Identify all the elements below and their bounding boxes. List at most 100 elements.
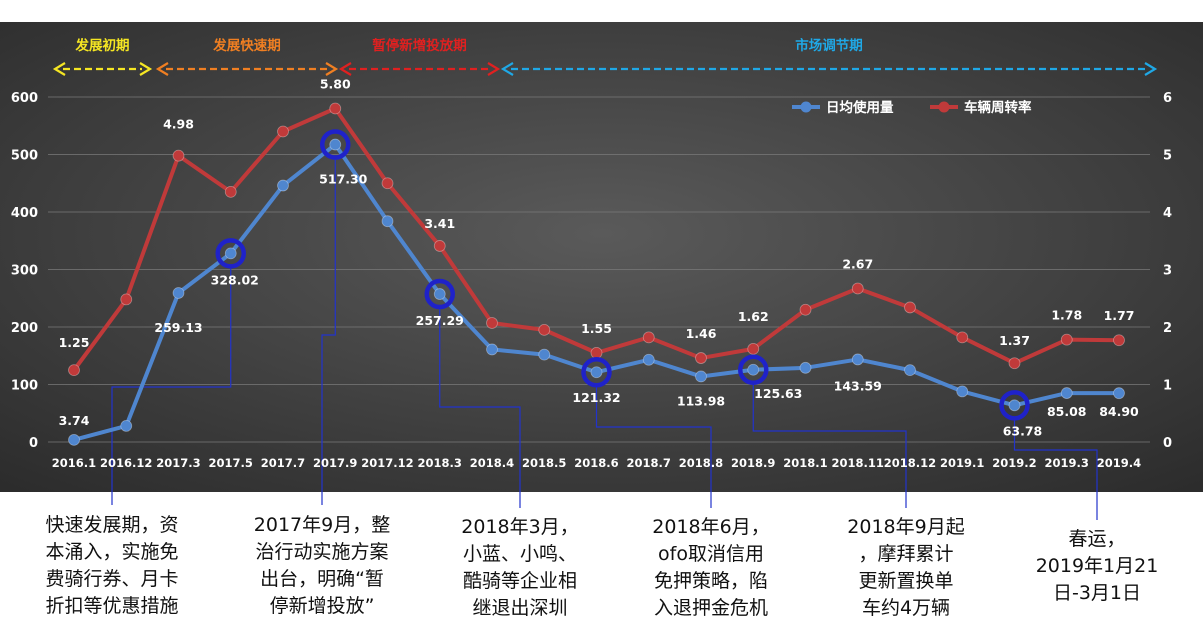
data-label-turnover: 1.78 [1051, 308, 1082, 323]
series-point [277, 179, 289, 192]
data-label-usage: 3.74 [59, 413, 90, 428]
series-point [695, 370, 707, 383]
chart-background [0, 22, 1203, 492]
series-point [904, 301, 916, 314]
x-tick-label: 2018.6 [574, 456, 618, 470]
annotation-note: 2018年6月， ofo取消信用 免押策略，陷 入退押金危机 [652, 516, 770, 619]
data-label-usage: 257.29 [416, 313, 464, 328]
y-right-tick-label: 4 [1163, 206, 1172, 221]
series-point [486, 317, 498, 329]
legend-swatch-marker [800, 101, 812, 113]
x-tick-label: 2017.7 [261, 456, 305, 470]
x-tick-label: 2018.3 [418, 456, 462, 470]
data-label-turnover: 5.80 [320, 77, 351, 92]
series-point [277, 125, 289, 138]
series-point [642, 331, 655, 344]
phase-arrow-left-head [500, 62, 514, 76]
series-point [590, 366, 603, 379]
highlight-circle [581, 356, 612, 388]
series-point [590, 346, 603, 359]
series-point [68, 364, 80, 377]
y-left-tick-label: 600 [11, 91, 38, 106]
series-point [904, 364, 916, 377]
series-point [538, 323, 551, 336]
series-point [538, 348, 551, 361]
data-labels: 3.74 259.13 328.02 517.30 257.29 121.32 113.98… [59, 77, 1139, 439]
phase-arrow-right-head [487, 62, 501, 76]
annotation-connector [1013, 419, 1098, 520]
annotation-connector [321, 158, 336, 505]
x-tick-label: 2018.7 [627, 456, 671, 470]
legend-label: 车辆周转率 [964, 99, 1032, 116]
legend: 日均使用量 车辆周转率 [792, 99, 1032, 116]
data-label-usage: 259.13 [154, 320, 202, 335]
phase-label: 暂停新增投放期 [372, 37, 467, 54]
data-label-turnover: 2.67 [842, 256, 873, 271]
phase-arrow-left-head [52, 62, 66, 76]
series-point [747, 363, 760, 376]
series-point [329, 102, 342, 115]
series-point [224, 247, 237, 260]
highlight-circle [215, 238, 246, 269]
data-label-usage: 121.32 [572, 390, 620, 405]
phase-arrow-left-head [155, 62, 169, 76]
series-point [851, 353, 864, 366]
series-point [68, 433, 80, 446]
x-tick-label: 2017.5 [209, 456, 253, 470]
series-point [172, 287, 185, 299]
x-tick-label: 2018.11 [832, 456, 884, 470]
legend-label: 日均使用量 [826, 99, 894, 116]
y-left-tick-label: 500 [11, 149, 38, 164]
series-point [433, 240, 446, 252]
data-label-usage: 84.90 [1099, 404, 1139, 419]
series-point [381, 215, 394, 228]
series-point [224, 185, 237, 198]
phase-arrow-right-head [325, 62, 339, 76]
y-left-tick-label: 400 [11, 206, 38, 221]
legend-swatch-marker [938, 101, 950, 113]
data-label-turnover: 3.41 [424, 216, 455, 231]
phase-bar: 发展初期 发展快速期 暂停新增投放期 市场调节期 [52, 37, 1158, 76]
series-point [695, 352, 707, 364]
series-point [120, 293, 133, 306]
series-point [486, 343, 498, 356]
x-tick-label: 2018.12 [884, 456, 936, 470]
data-label-turnover: 1.37 [999, 333, 1030, 348]
data-label-usage: 328.02 [211, 272, 259, 287]
data-label-turnover: 1.55 [581, 321, 612, 336]
data-label-usage: 85.08 [1047, 404, 1087, 419]
y-left-tick-label: 300 [11, 264, 38, 279]
x-tick-label: 2018.5 [522, 456, 566, 470]
highlight-circle [320, 129, 351, 160]
annotation-note: 2018年9月起 ，摩拜累计 更新置换单 车约4万辆 [847, 516, 965, 619]
phase-label: 市场调节期 [795, 37, 863, 54]
data-label-turnover: 1.77 [1104, 308, 1135, 323]
y-right-tick-label: 3 [1163, 264, 1172, 279]
annotation-connector [111, 267, 232, 505]
x-tick-label: 2019.3 [1045, 456, 1089, 470]
data-label-usage: 63.78 [1003, 423, 1043, 438]
phase-label: 发展快速期 [212, 37, 281, 54]
y-right-tick-label: 1 [1163, 379, 1172, 394]
x-tick-label: 2016.12 [100, 456, 152, 470]
x-tick-label: 2018.8 [679, 456, 723, 470]
annotation-note: 春运， 2019年1月21 日-3月1日 [1035, 528, 1159, 604]
phase-arrow-left-head [338, 62, 352, 76]
y-left-tick-label: 0 [29, 436, 38, 451]
x-tick-label: 2019.2 [992, 456, 1036, 470]
series-lines [68, 102, 1125, 446]
annotation-note: 2017年9月，整 治行动实施方案 出台，明确“暂 停新增投放” [253, 514, 391, 617]
annotation-connector [439, 308, 521, 508]
series-point [1113, 387, 1125, 400]
x-tick-label: 2017.3 [156, 456, 200, 470]
series-point [433, 288, 446, 300]
highlight-circle [424, 278, 455, 310]
x-tick-label: 2016.1 [52, 456, 96, 470]
series-point [1060, 333, 1073, 346]
y-right-tick-label: 5 [1163, 149, 1172, 164]
data-label-turnover: 1.62 [738, 309, 769, 324]
y-right-tick-label: 2 [1163, 321, 1172, 336]
series-point [120, 419, 133, 432]
series-point [799, 361, 812, 374]
